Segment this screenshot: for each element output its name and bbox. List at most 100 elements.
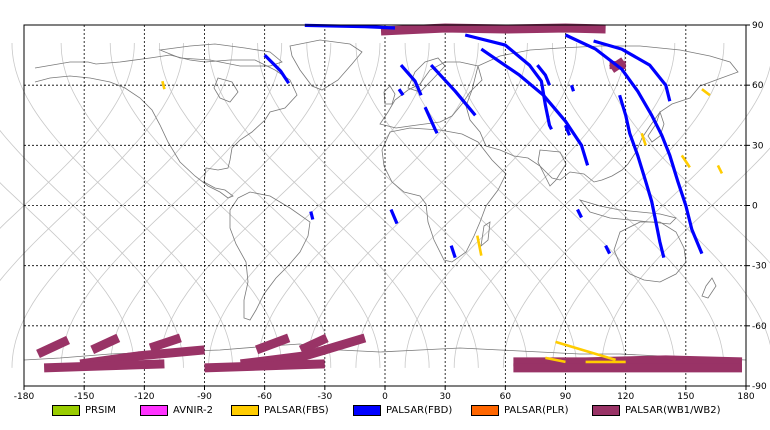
lon-tick-label: -120 [134, 392, 155, 402]
orbit-track [355, 42, 577, 368]
legend-swatch-palsar-fbs [231, 404, 259, 416]
legend-item-palsar-plr: PALSAR(PLR) [471, 402, 568, 418]
lon-tick-label: 120 [617, 392, 634, 402]
palsar-fbd-swath [399, 64, 423, 96]
palsar-wb-swath [204, 359, 325, 373]
palsar-fbd-swath [429, 64, 477, 117]
orbit-track [404, 42, 627, 368]
palsar-wb-swath [90, 333, 121, 354]
legend-swatch-prsim [52, 404, 80, 416]
coastline-greenland [289, 39, 363, 91]
coastline-madagascar [480, 221, 491, 248]
palsar-wb-swath [380, 23, 606, 36]
lon-tick-label: -60 [257, 392, 272, 402]
palsar-fbs-swath [545, 356, 566, 364]
longitude-axis-labels: -180 -150 -120 -90 -60 -30 0 30 60 90 120 150 180 [14, 392, 755, 402]
palsar-fbd-swath [480, 47, 590, 166]
palsar-fbd-swath [389, 208, 399, 225]
coastline-hudson-bay [213, 77, 239, 103]
lon-tick-label: 60 [500, 392, 512, 402]
lon-tick-label: 0 [382, 392, 388, 402]
lat-tick-label: 30 [752, 141, 764, 151]
legend-item-prsim: PRSIM [52, 402, 116, 418]
observation-swaths [36, 23, 743, 373]
axis-ticks [23, 24, 750, 390]
legend-label-palsar-fbs: PALSAR(FBS) [264, 404, 329, 416]
palsar-fbd-swath [449, 245, 457, 259]
lon-tick-label: -90 [197, 392, 212, 402]
palsar-fbd-swath [464, 33, 553, 131]
lon-tick-label: -150 [74, 392, 95, 402]
lon-tick-label: -30 [317, 392, 332, 402]
palsar-fbs-swath [161, 80, 166, 90]
orbit-track [208, 42, 430, 368]
palsar-fbd-swath [309, 211, 315, 220]
lat-tick-label: -60 [752, 322, 767, 332]
coastline-africa [381, 127, 507, 263]
palsar-fbd-swath [604, 244, 612, 255]
legend-swatch-palsar-fbd [353, 404, 381, 416]
orbit-track [552, 42, 770, 346]
palsar-wb-swath [36, 335, 70, 358]
legend-item-palsar-wb: PALSAR(WB1/WB2) [592, 402, 721, 418]
coastline-south-america [229, 191, 311, 321]
lat-tick-label: -90 [752, 382, 767, 392]
coastline-india [537, 149, 567, 187]
lat-tick-label: 90 [752, 21, 764, 31]
legend-label-palsar-wb: PALSAR(WB1/WB2) [625, 404, 721, 416]
palsar-fbd-swath [536, 64, 551, 86]
palsar-fbs-swath [640, 132, 647, 146]
coastline-new-zealand [701, 277, 717, 299]
legend-label-prsim: PRSIM [85, 404, 116, 416]
palsar-wb-swath [298, 333, 329, 354]
coastline-australia [613, 221, 687, 283]
lon-tick-label: 30 [439, 392, 451, 402]
palsar-wb-swath [148, 333, 182, 353]
lon-tick-label: 180 [737, 392, 754, 402]
coastline-arctic-islands [158, 43, 283, 67]
palsar-wb-swath [255, 333, 291, 355]
palsar-fbd-swath [593, 39, 672, 102]
lon-tick-label: 150 [677, 392, 694, 402]
legend-swatch-palsar-wb [592, 404, 620, 416]
palsar-wb-swath [513, 355, 743, 367]
palsar-fbd-swath [263, 53, 291, 85]
lat-tick-label: 0 [752, 202, 758, 212]
palsar-fbs-swath [476, 235, 483, 256]
palsar-fbd-swath [304, 23, 396, 30]
palsar-fbs-swath [680, 154, 691, 169]
legend-item-palsar-fbs: PALSAR(FBS) [231, 402, 329, 418]
lon-tick-label: 90 [560, 392, 572, 402]
legend-item-avnir2: AVNIR-2 [140, 402, 213, 418]
legend-swatch-avnir2 [140, 404, 168, 416]
coastline-europe [379, 61, 483, 129]
latitude-axis-labels: 90 60 30 0 -30 -60 -90 [752, 21, 767, 392]
legend-label-palsar-plr: PALSAR(PLR) [504, 404, 569, 416]
palsar-fbd-swath [564, 33, 704, 255]
palsar-wb-swath [43, 359, 165, 373]
palsar-fbs-swath [555, 340, 616, 362]
coastline-north-america [34, 54, 298, 199]
palsar-fbd-swath [576, 208, 583, 219]
orbit-track [11, 42, 233, 368]
orbit-track [601, 42, 770, 264]
lat-tick-label: 60 [752, 81, 764, 91]
legend-label-palsar-fbd: PALSAR(FBD) [386, 404, 453, 416]
legend-item-palsar-fbd: PALSAR(FBD) [353, 402, 452, 418]
lon-tick-label: -180 [14, 392, 35, 402]
legend-label-avnir2: AVNIR-2 [173, 404, 213, 416]
palsar-fbd-swath [564, 124, 571, 136]
palsar-fbd-swath [569, 84, 576, 92]
palsar-fbd-swath [423, 106, 439, 135]
palsar-fbd-swath [618, 94, 666, 258]
legend-swatch-palsar-plr [471, 404, 499, 416]
palsar-wb-swath [240, 333, 367, 369]
coastline-asia [465, 45, 739, 183]
lat-tick-label: -30 [752, 262, 767, 272]
orbit-track [60, 42, 283, 368]
palsar-fbd-swath [397, 88, 405, 97]
legend: PRSIM AVNIR-2 PALSAR(FBS) PALSAR(FBD) PA… [0, 402, 770, 418]
coastline-indonesia [578, 199, 677, 225]
palsar-wb-swath [79, 345, 205, 369]
